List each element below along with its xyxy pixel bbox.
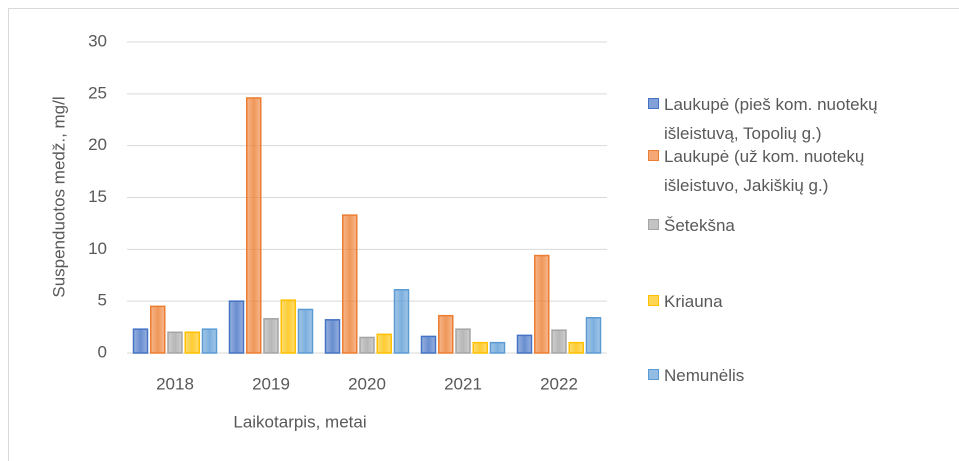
x-tick-label: 2020 — [348, 374, 386, 393]
legend-swatch — [648, 295, 659, 306]
legend-swatch — [648, 150, 659, 161]
y-tick-label: 5 — [98, 291, 107, 310]
bar — [393, 289, 410, 354]
bar — [132, 328, 149, 354]
y-axis-label: Suspenduotos medž., mg/l — [49, 96, 68, 297]
y-tick-label: 10 — [88, 239, 107, 258]
bar — [551, 329, 567, 354]
legend-entry: Kriauna — [648, 287, 939, 316]
bar — [585, 317, 602, 354]
x-tick-label: 2018 — [156, 374, 194, 393]
x-tick-label: 2022 — [540, 374, 578, 393]
legend-label: Šetekšna — [664, 216, 735, 235]
legend-label: Laukupė (pieš kom. nuotekų išleistuvą, T… — [664, 95, 878, 143]
bar — [534, 254, 550, 354]
bar — [376, 333, 392, 354]
legend-entry: Šetekšna — [648, 211, 939, 240]
bar — [359, 336, 375, 354]
y-tick-label: 0 — [98, 342, 107, 361]
bar — [489, 341, 506, 354]
x-tick-label: 2021 — [444, 374, 482, 393]
bar — [280, 299, 296, 354]
bar — [455, 328, 471, 354]
legend-entry: Nemunėlis — [648, 361, 939, 390]
bar — [420, 335, 437, 354]
x-tick-label: 2019 — [252, 374, 290, 393]
bar — [201, 328, 218, 354]
bar — [263, 318, 279, 354]
x-axis-label: Laikotarpis, metai — [233, 412, 366, 431]
legend-entry: Laukupė (pieš kom. nuotekų išleistuvą, T… — [648, 90, 939, 148]
bar — [297, 308, 314, 354]
legend-entry: Laukupė (už kom. nuotekų išleistuvo, Jak… — [648, 142, 939, 200]
bar — [438, 314, 454, 354]
y-tick-label: 25 — [88, 83, 107, 102]
legend-swatch — [648, 98, 659, 109]
y-tick-label: 30 — [88, 31, 107, 50]
legend-swatch — [648, 219, 659, 230]
bar — [228, 300, 245, 354]
y-tick-label: 20 — [88, 135, 107, 154]
bar — [472, 341, 488, 354]
bar — [184, 331, 200, 354]
bar — [167, 331, 183, 354]
legend-label: Laukupė (už kom. nuotekų išleistuvo, Jak… — [664, 147, 865, 195]
chart-border — [8, 8, 959, 461]
y-tick-label: 15 — [88, 187, 107, 206]
bar — [568, 341, 584, 354]
bar — [516, 334, 533, 354]
legend-label: Kriauna — [664, 292, 723, 311]
bar — [150, 305, 166, 354]
bar — [246, 97, 262, 354]
bar — [342, 214, 358, 354]
legend-label: Nemunėlis — [664, 366, 745, 385]
legend-swatch — [648, 369, 659, 380]
bar — [324, 319, 341, 354]
